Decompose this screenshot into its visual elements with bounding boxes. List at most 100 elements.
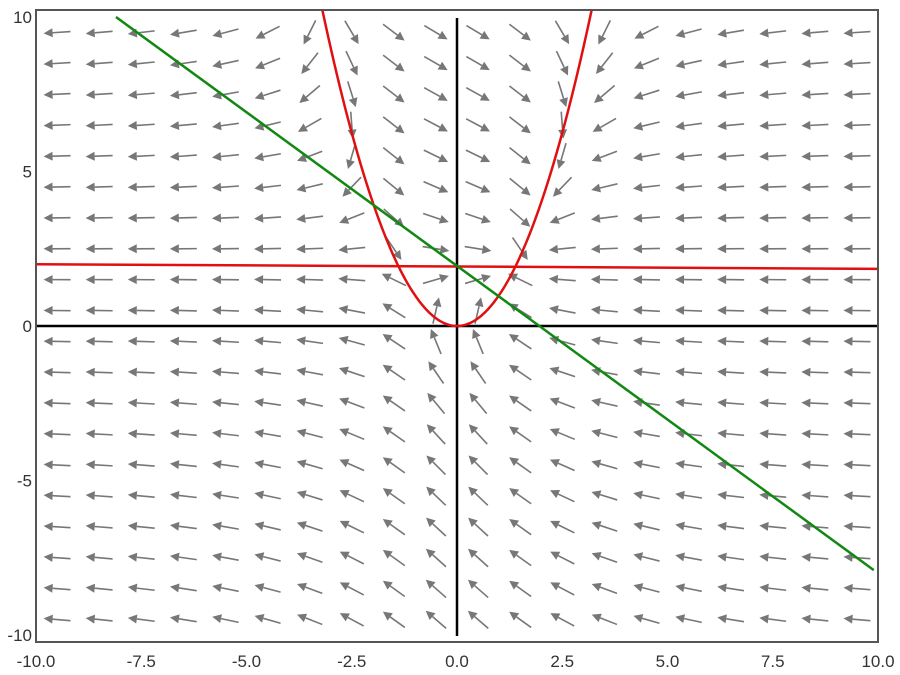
field-arrow — [801, 460, 829, 470]
arrow-head — [338, 305, 349, 315]
arrow-head — [43, 398, 53, 408]
curve-line-2 — [115, 15, 875, 572]
arrow-head — [675, 521, 685, 531]
arrow-shaft — [474, 492, 489, 506]
arrow-head — [801, 182, 811, 192]
arrow-head — [591, 397, 601, 407]
arrow-shaft — [52, 61, 71, 65]
arrow-shaft — [810, 61, 829, 65]
field-arrow — [801, 182, 829, 192]
arrow-head — [717, 213, 727, 223]
field-arrow — [382, 54, 405, 72]
field-arrow — [301, 52, 319, 74]
arrow-shaft — [136, 402, 155, 405]
field-arrow — [632, 244, 660, 254]
arrow-head — [43, 583, 53, 593]
field-arrow — [550, 520, 575, 534]
arrow-head — [85, 59, 95, 69]
field-arrow — [591, 552, 618, 563]
arrow-shaft — [52, 556, 71, 560]
arrow-head — [843, 552, 853, 562]
field-arrow — [382, 549, 406, 567]
field-arrow — [591, 150, 618, 162]
field-arrow — [296, 552, 323, 563]
field-arrow — [339, 459, 365, 472]
arrow-head — [437, 92, 448, 101]
arrow-head — [675, 583, 686, 593]
arrow-head — [85, 213, 95, 223]
field-arrow — [801, 90, 829, 100]
arrow-head — [169, 275, 179, 285]
field-arrow — [254, 398, 282, 408]
arrow-shaft — [599, 463, 618, 470]
field-arrow — [843, 305, 871, 315]
arrow-head — [550, 613, 561, 622]
arrow-shaft — [382, 147, 398, 160]
field-arrow — [468, 486, 489, 506]
arrow-head — [127, 244, 137, 254]
arrow-shaft — [220, 402, 239, 406]
field-arrow — [717, 151, 745, 161]
arrow-shaft — [852, 30, 871, 34]
field-arrow — [296, 582, 323, 595]
arrow-head — [801, 552, 811, 562]
arrow-shaft — [768, 525, 787, 529]
field-arrow — [759, 398, 787, 408]
field-arrow — [254, 183, 282, 192]
field-arrow — [633, 459, 660, 469]
arrow-shaft — [599, 586, 618, 595]
arrow-shaft — [508, 85, 525, 98]
arrow-shaft — [768, 185, 787, 188]
arrow-head — [43, 120, 53, 130]
arrow-shaft — [178, 371, 197, 374]
arrow-head — [254, 459, 264, 469]
arrow-head — [632, 305, 643, 315]
field-arrow — [127, 213, 155, 223]
field-arrow — [843, 429, 871, 439]
field-arrow — [169, 275, 197, 285]
field-arrow — [467, 610, 489, 629]
field-arrow — [469, 392, 488, 415]
arrow-head — [843, 213, 853, 223]
arrow-shaft — [423, 24, 441, 36]
arrow-head — [675, 367, 685, 377]
field-arrow — [127, 460, 155, 470]
field-arrow — [633, 521, 660, 531]
arrow-head — [169, 521, 180, 531]
arrow-shaft — [852, 525, 871, 529]
arrow-shaft — [432, 554, 447, 568]
field-arrow — [382, 333, 406, 350]
arrow-shaft — [136, 61, 155, 65]
arrow-shaft — [516, 492, 532, 505]
field-arrow — [633, 89, 660, 100]
arrow-shaft — [423, 118, 441, 128]
field-arrow — [509, 611, 532, 629]
field-arrow — [801, 213, 829, 223]
field-arrow — [127, 336, 155, 346]
field-arrow — [759, 429, 787, 439]
arrow-head — [169, 90, 180, 100]
field-arrow — [717, 275, 745, 285]
arrow-head — [717, 28, 727, 38]
field-arrow — [465, 86, 490, 101]
arrow-shaft — [52, 92, 71, 96]
field-arrow — [127, 90, 155, 100]
arrow-head — [759, 614, 769, 624]
arrow-shaft — [347, 616, 365, 627]
arrow-head — [520, 93, 531, 103]
arrow-shaft — [305, 215, 324, 220]
field-arrow — [598, 20, 612, 45]
field-arrow — [43, 552, 71, 562]
field-arrow — [212, 614, 239, 624]
arrow-shaft — [810, 402, 829, 405]
arrow-head — [394, 124, 405, 134]
arrow-head — [509, 364, 519, 374]
field-arrow — [591, 613, 618, 626]
arrow-head — [43, 244, 53, 254]
arrow-head — [675, 244, 685, 254]
field-arrow — [555, 50, 569, 76]
arrow-shaft — [641, 340, 660, 344]
arrow-head — [85, 429, 95, 439]
arrow-head — [591, 153, 602, 162]
field-arrow — [296, 244, 324, 254]
